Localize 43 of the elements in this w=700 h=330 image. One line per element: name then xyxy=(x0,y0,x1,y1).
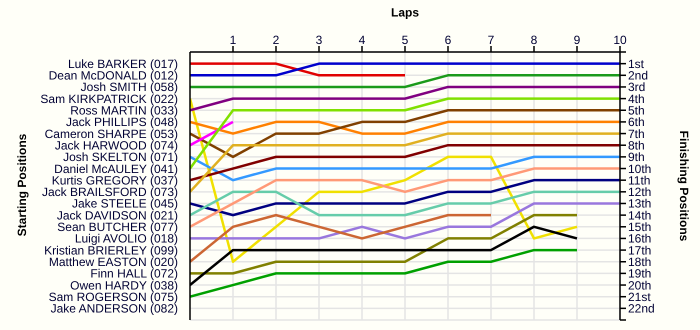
y-tick-label: 12th xyxy=(628,185,652,200)
y-tick-label: 22nd xyxy=(628,302,655,316)
y-tick-label: 6th xyxy=(628,115,645,130)
y-tick-label: 11th xyxy=(628,173,650,188)
text: Luke BARKER (017) xyxy=(68,56,178,71)
x-tick-label: 6 xyxy=(444,33,452,47)
y-tick-label: 16th xyxy=(628,232,652,246)
y-tick-label: 9th xyxy=(628,150,645,164)
y-tick-label: 17th xyxy=(628,243,652,258)
x-tick-label: 4 xyxy=(358,33,366,47)
x-tick-label: 8 xyxy=(530,33,538,47)
x-tick-label: 7 xyxy=(488,33,495,47)
line-series xyxy=(190,214,492,263)
x-tick-label: 2 xyxy=(272,33,280,47)
y-tick-label: 15th xyxy=(628,220,652,234)
x-axis-title: Laps xyxy=(390,6,420,20)
y-tick-label: 8th xyxy=(628,138,645,152)
line-series xyxy=(190,167,620,228)
y-tick-label: 10th xyxy=(628,162,652,176)
x-tick-label: 9 xyxy=(574,33,581,47)
x-tick-label: 3 xyxy=(316,33,323,47)
y-tick-label: 3rd xyxy=(628,80,646,94)
y-tick-label: 18th xyxy=(628,255,652,269)
x-tick-label: 1 xyxy=(230,33,237,47)
y-tick-label: 21st xyxy=(628,290,652,304)
line-series xyxy=(190,144,620,182)
line-series xyxy=(190,109,620,158)
y-tick-label: 14th xyxy=(628,208,652,222)
y-tick-label: 19th xyxy=(628,266,652,281)
y-tick-label: 2nd xyxy=(628,68,648,83)
line-series xyxy=(190,214,578,275)
x-tick-label: 5 xyxy=(402,33,409,47)
y-tick-label: 4th xyxy=(628,92,645,106)
y-tick-label: 20th xyxy=(628,278,652,292)
text: Starting Positions xyxy=(15,134,29,236)
y-axis-title: Finishing Positions xyxy=(676,130,691,242)
y-tick-label: 1st xyxy=(628,56,645,71)
y-tick-label: 5th xyxy=(628,104,645,118)
line-series xyxy=(190,248,578,298)
x-tick-label: 10 xyxy=(613,33,627,47)
y-tick-label: 13th xyxy=(628,196,652,211)
y-tick-label: 7th xyxy=(628,126,645,141)
line-series xyxy=(190,178,620,216)
